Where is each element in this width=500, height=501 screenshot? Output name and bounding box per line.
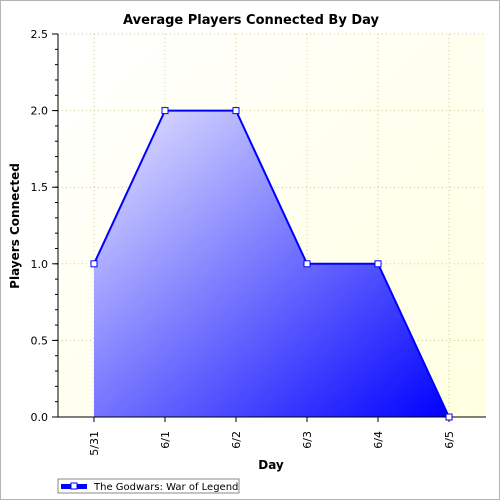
legend-marker <box>70 482 78 490</box>
x-tick-label: 6/1 <box>159 431 172 449</box>
data-point <box>445 413 453 421</box>
chart-title: Average Players Connected By Day <box>123 13 379 28</box>
x-tick-label: 6/5 <box>443 431 456 449</box>
y-axis-title: Players Connected <box>8 163 22 289</box>
data-point <box>161 107 169 115</box>
x-tick-label: 6/3 <box>301 431 314 449</box>
legend-label: The Godwars: War of Legend <box>93 482 238 493</box>
y-tick-label: 1.0 <box>31 258 49 271</box>
y-tick-label: 2.5 <box>31 28 49 41</box>
y-tick-label: 0.0 <box>31 411 49 424</box>
y-tick-label: 1.5 <box>31 181 49 194</box>
x-tick-label: 6/2 <box>230 431 243 449</box>
x-tick-label: 6/4 <box>372 431 385 449</box>
data-markers <box>90 107 453 421</box>
series-area <box>93 109 450 418</box>
x-axis-ticks: 5/31 6/1 6/2 6/3 6/4 6/5 <box>88 417 456 456</box>
y-tick-label: 0.5 <box>31 334 49 347</box>
legend-box <box>57 478 240 494</box>
grid-lines <box>58 33 486 417</box>
area-fill <box>94 110 449 417</box>
data-point <box>90 260 98 268</box>
x-axis-title: Day <box>258 458 284 472</box>
x-tick-label: 5/31 <box>88 431 101 456</box>
data-point <box>303 260 311 268</box>
series-line <box>93 109 450 418</box>
y-tick-label: 2.0 <box>31 105 49 118</box>
data-point <box>374 260 382 268</box>
data-point <box>232 107 240 115</box>
y-axis-ticks: 0.0 0.5 1.0 1.5 2.0 2.5 <box>31 28 58 424</box>
legend: The Godwars: War of Legend <box>57 478 240 494</box>
